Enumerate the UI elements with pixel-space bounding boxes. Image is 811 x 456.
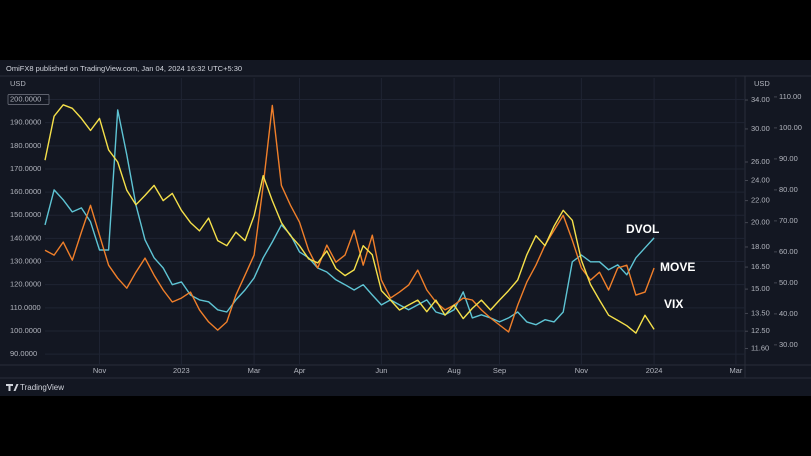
x-tick-label: Mar (248, 366, 261, 375)
y2-tick-label: 26.00 (751, 157, 770, 166)
series-line (44, 109, 655, 326)
y-tick-label: 130.0000 (10, 257, 41, 266)
y2-tick-label: 15.00 (751, 284, 770, 293)
tradingview-logo (6, 384, 19, 391)
series-line (44, 104, 655, 333)
y3-tick-label: 50.00 (779, 278, 798, 287)
y2-axis-unit: USD (754, 79, 770, 88)
y3-tick-label: 60.00 (779, 247, 798, 256)
y2-tick-label: 34.00 (751, 95, 770, 104)
x-tick-label: Mar (729, 366, 742, 375)
y3-tick-label: 30.00 (779, 340, 798, 349)
chart-panel (0, 60, 811, 396)
y2-tick-label: 22.00 (751, 196, 770, 205)
x-tick-label: Nov (575, 366, 589, 375)
y-axis-unit: USD (10, 79, 26, 88)
x-tick-label: Sep (493, 366, 506, 375)
y3-tick-label: 80.00 (779, 185, 798, 194)
y2-tick-label: 11.60 (751, 343, 769, 352)
tick-box (7, 94, 50, 105)
y2-tick-label: 20.00 (751, 218, 770, 227)
series-line (44, 104, 655, 334)
y3-tick-label: 90.00 (779, 154, 798, 163)
x-tick-label: Aug (447, 366, 460, 375)
y-tick-label: 90.0000 (10, 349, 37, 358)
series-tag: MOVE (660, 260, 695, 274)
y-tick-label: 150.0000 (10, 210, 41, 219)
y-tick-label: 180.0000 (10, 141, 41, 150)
y-tick-label: 160.0000 (10, 187, 41, 196)
y2-tick-label: 24.00 (751, 175, 770, 184)
publish-info: OmiFX8 published on TradingView.com, Jan… (6, 64, 242, 73)
y3-tick-label: 70.00 (779, 216, 798, 225)
y-tick-label: 170.0000 (10, 164, 41, 173)
x-tick-label: 2024 (646, 366, 663, 375)
y2-tick-label: 12.50 (751, 326, 770, 335)
y2-tick-label: 16.50 (751, 262, 770, 271)
y-tick-label: 100.0000 (10, 326, 41, 335)
y2-tick-label: 30.00 (751, 124, 770, 133)
y2-tick-label: 13.50 (751, 308, 770, 317)
y-tick-label: 200.0000 (10, 95, 41, 104)
x-tick-label: Nov (93, 366, 107, 375)
x-tick-label: Jun (375, 366, 387, 375)
y3-tick-label: 40.00 (779, 309, 798, 318)
y-tick-label: 190.0000 (10, 118, 41, 127)
y2-tick-label: 18.00 (751, 242, 770, 251)
x-tick-label: Apr (294, 366, 306, 375)
y3-tick-label: 110.00 (779, 92, 801, 101)
y-tick-label: 140.0000 (10, 233, 41, 242)
y3-tick-label: 100.00 (779, 123, 802, 132)
brand: TradingView (20, 383, 64, 392)
series-tag: VIX (664, 297, 683, 311)
y-tick-label: 110.0000 (10, 303, 41, 312)
series-tag: DVOL (626, 222, 659, 236)
x-tick-label: 2023 (173, 366, 190, 375)
y-tick-label: 120.0000 (10, 280, 41, 289)
